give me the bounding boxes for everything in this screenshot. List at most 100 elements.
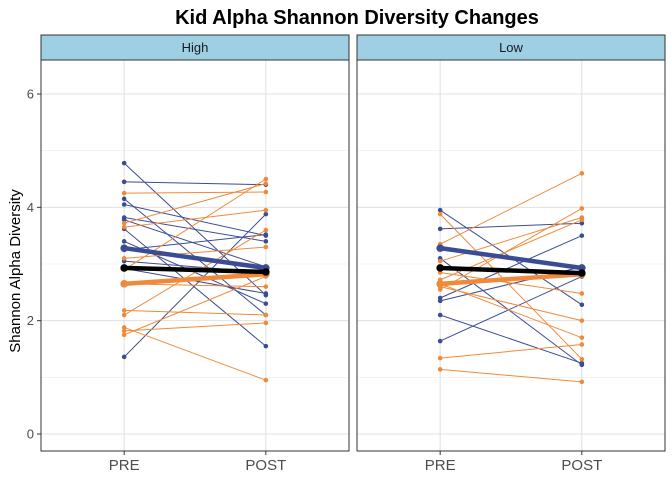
subject-line	[123, 276, 267, 336]
data-point	[579, 171, 585, 176]
series-line	[437, 206, 585, 292]
mean-point	[120, 264, 128, 272]
data-point	[579, 217, 585, 223]
data-point	[579, 220, 585, 226]
panel-high: High PRE POST 0 2 4 6	[27, 34, 350, 474]
data-point	[121, 196, 127, 202]
mean-line-mean	[436, 264, 586, 277]
subject-line	[439, 235, 583, 299]
data-point	[121, 160, 127, 166]
subject-line	[124, 181, 266, 186]
data-point	[121, 325, 127, 330]
mean-point	[262, 268, 270, 276]
data-point	[121, 308, 127, 313]
series-line	[121, 244, 269, 261]
series-line	[121, 181, 269, 226]
data-point	[121, 328, 127, 334]
mean-line	[437, 265, 585, 276]
data-point	[437, 226, 443, 232]
subject-line	[124, 309, 266, 316]
data-point	[121, 312, 127, 318]
subject-line	[123, 228, 267, 347]
series-line	[121, 320, 269, 334]
data-point	[437, 287, 443, 292]
subject-line	[440, 286, 582, 322]
mean-point	[436, 244, 444, 252]
data-point	[263, 211, 269, 217]
data-point	[579, 318, 585, 323]
subject-line	[123, 229, 267, 316]
data-point	[121, 217, 127, 223]
mean-line-mean	[120, 264, 270, 276]
data-point	[121, 354, 127, 360]
subject-line	[123, 178, 267, 271]
data-point	[263, 232, 269, 237]
y-tick-label: 4	[27, 200, 34, 215]
data-point	[121, 224, 127, 230]
plot-background	[41, 60, 349, 451]
data-point	[437, 355, 443, 361]
subject-line	[124, 219, 266, 268]
mean-point	[120, 280, 128, 288]
data-point	[579, 233, 585, 238]
strip-background	[40, 34, 350, 61]
data-point	[263, 181, 269, 186]
y-tick-label: 2	[27, 313, 34, 328]
data-point	[579, 356, 585, 362]
data-point	[263, 312, 269, 318]
data-point	[263, 291, 269, 296]
data-point	[263, 176, 269, 182]
mean-point	[436, 264, 444, 272]
y-tick-label: 6	[27, 87, 34, 102]
x-tick-label: PRE	[425, 457, 456, 474]
data-point	[263, 227, 269, 233]
series-line	[121, 227, 269, 318]
series-line	[437, 312, 585, 366]
mean-point	[436, 280, 444, 288]
subject-line	[124, 209, 266, 228]
subject-line	[124, 183, 266, 224]
data-point	[437, 211, 443, 217]
y-tick-label: 0	[27, 427, 34, 442]
subject-line	[439, 314, 583, 364]
x-tick-label: POST	[245, 457, 286, 474]
panel-low: Low PRE POST	[356, 34, 666, 474]
data-point	[121, 220, 127, 226]
data-point	[437, 298, 443, 304]
data-point	[263, 320, 269, 326]
data-point	[263, 301, 269, 306]
subject-line	[440, 343, 582, 359]
panel-border	[356, 59, 666, 452]
y-axis-label: Shannon Alpha Diversity	[7, 189, 24, 353]
data-point	[437, 367, 443, 372]
data-point	[579, 206, 585, 211]
subject-line	[124, 246, 266, 259]
facet-panels: High PRE POST 0 2 4 6 Low PRE POST	[27, 34, 666, 474]
x-tick-label: POST	[561, 457, 602, 474]
series-line	[437, 211, 585, 362]
data-point	[121, 256, 127, 261]
subject-line	[124, 234, 266, 251]
x-tick-label: PRE	[109, 457, 140, 474]
series-line	[121, 325, 269, 383]
data-point	[263, 343, 269, 349]
data-point	[263, 377, 269, 383]
subject-line	[439, 172, 583, 245]
subject-line	[439, 208, 583, 290]
series-line	[437, 367, 585, 385]
data-point	[579, 335, 585, 340]
subject-line	[439, 276, 583, 342]
plot-background	[357, 60, 665, 451]
data-point	[263, 207, 269, 213]
mean-line	[121, 245, 269, 271]
data-point	[579, 291, 585, 296]
data-point	[437, 258, 443, 264]
mean-line	[121, 265, 269, 275]
data-point	[437, 207, 443, 213]
series-line	[121, 189, 269, 196]
strip-label: Low	[499, 40, 523, 55]
subject-line	[123, 326, 267, 381]
subject-line	[439, 213, 583, 360]
series-line	[437, 342, 585, 361]
